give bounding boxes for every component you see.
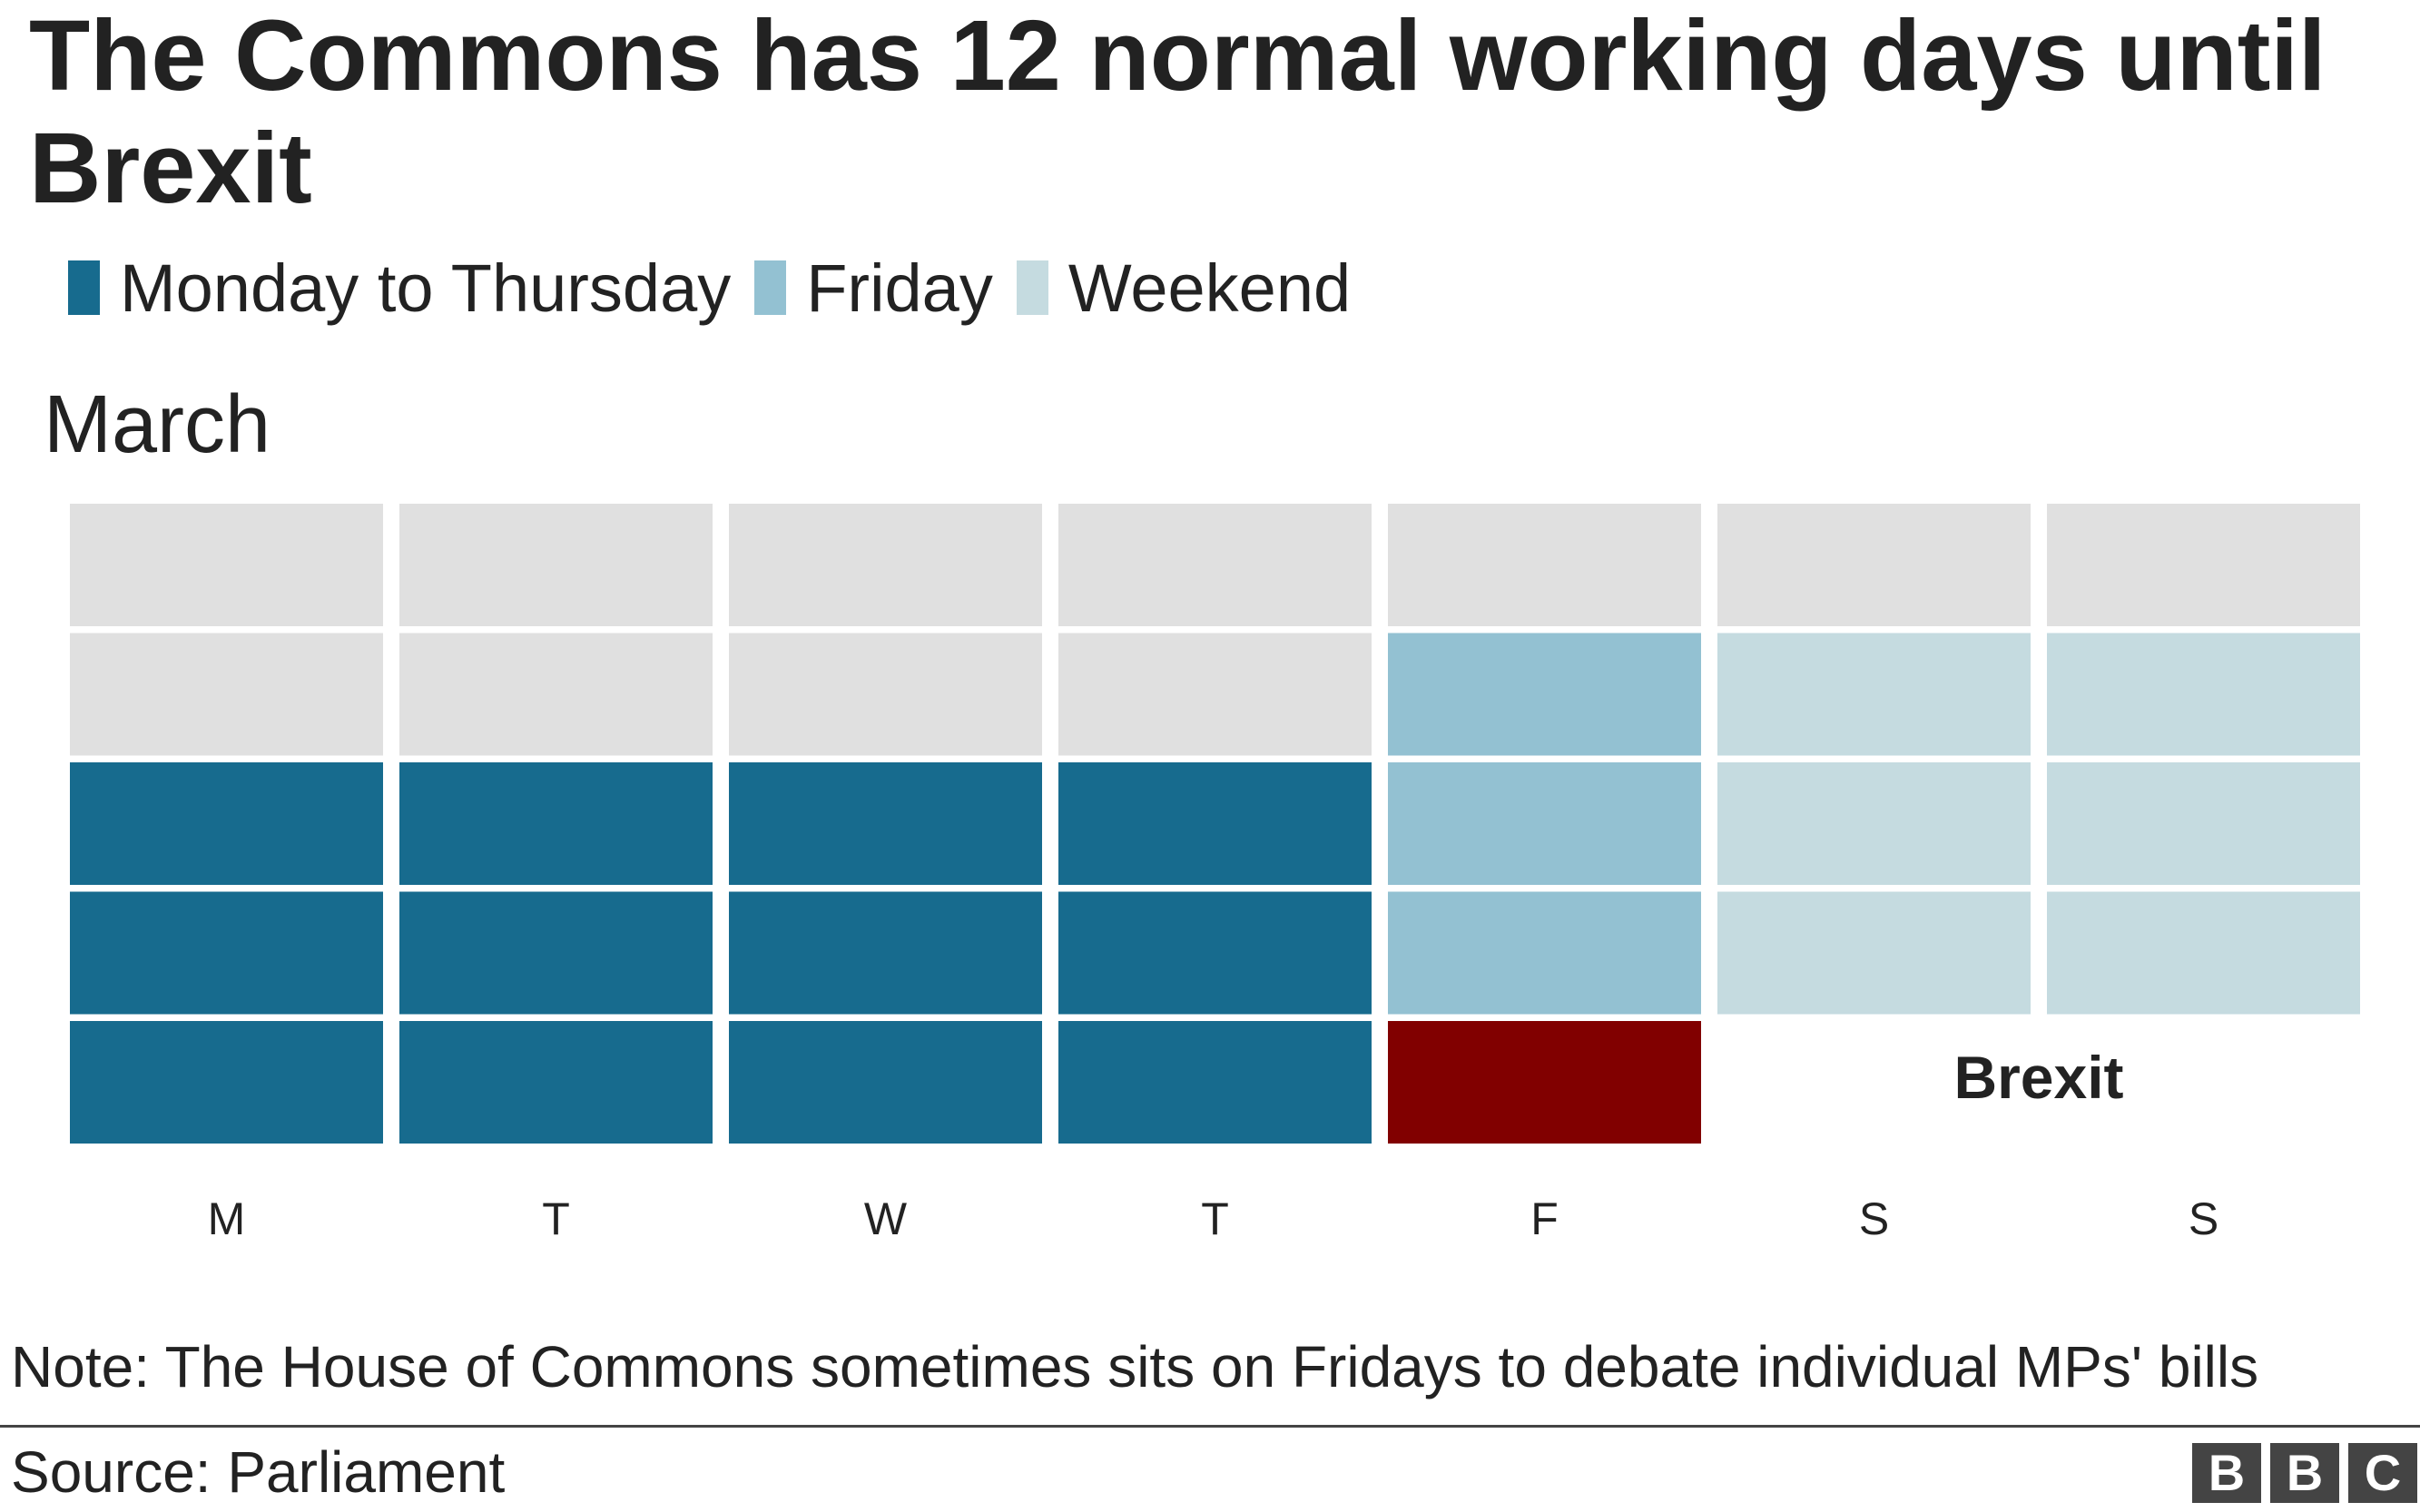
day-cell-weekend	[1717, 762, 2031, 885]
day-column-label: F	[1530, 1193, 1559, 1244]
day-cell-mon-thu	[399, 891, 713, 1015]
legend-item-mon-thu: Monday to Thursday	[68, 250, 731, 327]
day-cell-out	[70, 504, 383, 626]
day-cell-mon-thu	[729, 891, 1042, 1015]
day-cell-friday	[1388, 633, 1701, 756]
brexit-annotation: Brexit	[1953, 1044, 2123, 1111]
calendar-chart: M T W T F S S Brexit	[70, 504, 2360, 1244]
day-cell-mon-thu	[70, 1021, 383, 1144]
day-column-label: W	[864, 1193, 908, 1244]
day-cell-out	[399, 504, 713, 626]
day-cell-out	[1058, 504, 1372, 626]
day-cell-mon-thu	[1058, 1021, 1372, 1144]
day-column-label: S	[2189, 1193, 2218, 1244]
day-cell-weekend	[2047, 891, 2360, 1015]
day-cell-mon-thu	[70, 891, 383, 1015]
day-cell-mon-thu	[1058, 891, 1372, 1015]
day-column-label: S	[1859, 1193, 1889, 1244]
legend-item-friday: Friday	[754, 250, 993, 327]
day-cell-weekend	[1717, 891, 2031, 1015]
day-column-label: M	[208, 1193, 246, 1244]
day-cell-out	[729, 504, 1042, 626]
legend-label-mon-thu: Monday to Thursday	[120, 250, 732, 326]
bbc-logo-letter: B	[2192, 1443, 2261, 1503]
legend-item-weekend: Weekend	[1016, 250, 1352, 327]
day-cell-mon-thu	[1058, 762, 1372, 885]
chart-note: Note: The House of Commons sometimes sit…	[11, 1334, 2259, 1399]
day-cell-brexit	[1388, 1021, 1701, 1144]
day-cell-weekend	[2047, 633, 2360, 756]
bbc-logo-letter: C	[2348, 1443, 2417, 1503]
legend-label-friday: Friday	[806, 250, 993, 326]
day-cell-mon-thu	[399, 1021, 713, 1144]
day-cell-out	[1717, 504, 2031, 626]
legend-swatch-weekend	[1016, 260, 1048, 315]
day-cell-mon-thu	[729, 1021, 1042, 1144]
day-cell-mon-thu	[70, 762, 383, 885]
day-cell-friday	[1388, 891, 1701, 1015]
day-column-label: T	[1201, 1193, 1229, 1244]
footer-divider	[0, 1425, 2420, 1428]
day-cell-mon-thu	[399, 762, 713, 885]
month-label: March	[44, 379, 271, 470]
legend-swatch-mon-thu	[68, 260, 100, 315]
day-cell-mon-thu	[729, 762, 1042, 885]
day-cell-out	[70, 633, 383, 756]
legend: Monday to Thursday Friday Weekend	[68, 247, 1374, 329]
day-cell-out	[399, 633, 713, 756]
day-cell-out	[1388, 504, 1701, 626]
day-cell-out	[1058, 633, 1372, 756]
bbc-logo-letter: B	[2270, 1443, 2339, 1503]
day-cell-friday	[1388, 762, 1701, 885]
day-cell-weekend	[1717, 633, 2031, 756]
bbc-logo: B B C	[2183, 1443, 2417, 1503]
day-column-label: T	[542, 1193, 570, 1244]
legend-swatch-friday	[754, 260, 787, 315]
chart-title: The Commons has 12 normal working days u…	[29, 0, 2327, 224]
source-credit: Source: Parliament	[11, 1439, 506, 1505]
day-cell-out	[2047, 504, 2360, 626]
day-cell-weekend	[2047, 762, 2360, 885]
legend-label-weekend: Weekend	[1067, 250, 1352, 326]
day-cell-out	[729, 633, 1042, 756]
